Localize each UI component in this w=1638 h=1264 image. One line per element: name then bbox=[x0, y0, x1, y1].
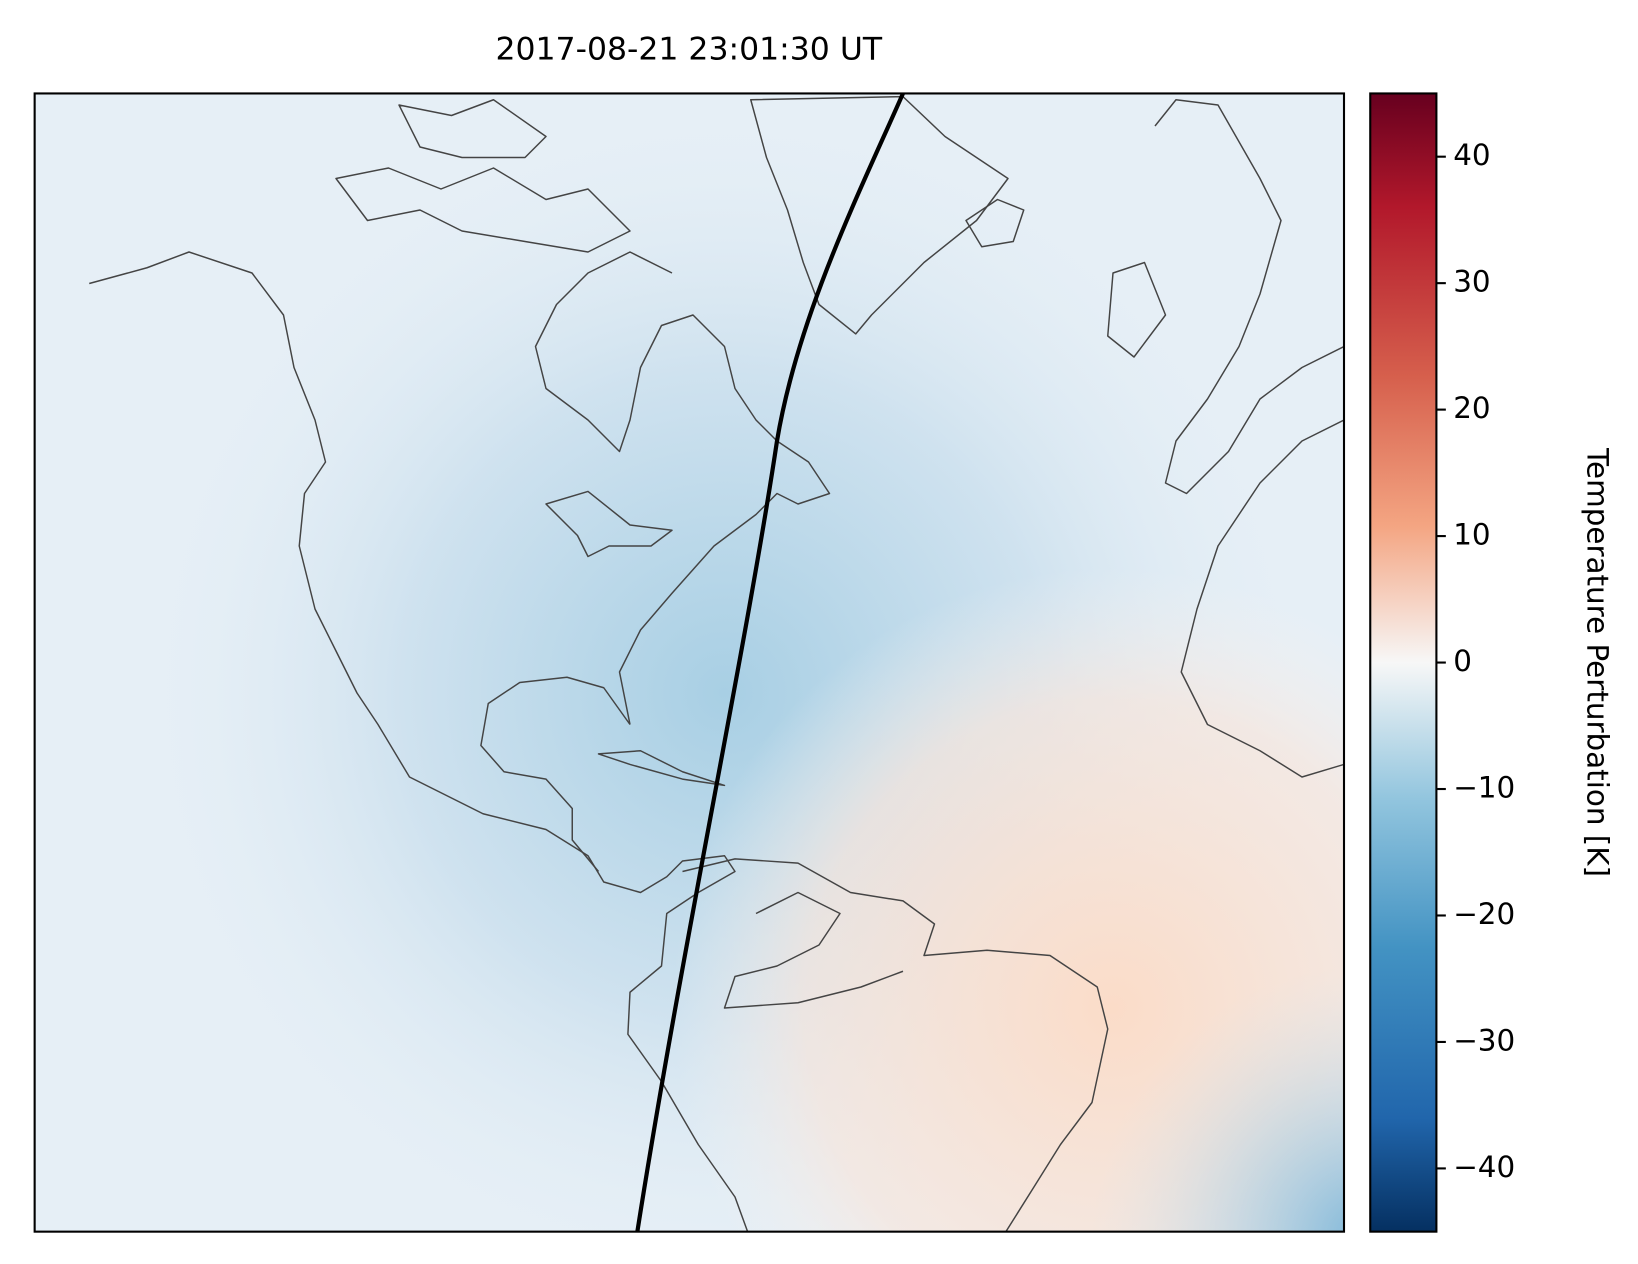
coastline-south-america bbox=[682, 858, 1109, 1232]
coastline-arctic bbox=[335, 99, 631, 253]
coastline-north-america bbox=[89, 251, 749, 1232]
colorbar-tick-label: −40 bbox=[1453, 1150, 1515, 1184]
coastline-cuba bbox=[597, 750, 726, 787]
colorbar-tick-label: −30 bbox=[1453, 1023, 1515, 1057]
colorbar bbox=[1369, 92, 1438, 1233]
colorbar-tick-label: −10 bbox=[1453, 771, 1515, 805]
coastline-east bbox=[534, 251, 831, 725]
terminator-line bbox=[635, 93, 905, 1232]
map-area bbox=[34, 93, 1344, 1232]
colorbar-tick-label: 0 bbox=[1453, 644, 1472, 678]
coastline-venezuela bbox=[723, 891, 904, 1009]
colorbar-tick-label: 40 bbox=[1453, 138, 1490, 172]
coastline-europe bbox=[1107, 99, 1344, 495]
colorbar-tick-label: 10 bbox=[1453, 518, 1490, 552]
colorbar-tick-label: 30 bbox=[1453, 265, 1490, 299]
coastline-gulf bbox=[480, 676, 631, 872]
colorbar-label: Temperature Perturbation [K] bbox=[1581, 447, 1615, 877]
coastline-greenland bbox=[750, 95, 1009, 335]
colorbar-tick-label: −20 bbox=[1453, 897, 1515, 931]
coastline-iceland bbox=[965, 198, 1025, 248]
coastline-great-lakes bbox=[545, 490, 673, 558]
field-cold-corner bbox=[34, 93, 1344, 1232]
map-frame bbox=[33, 92, 1346, 1233]
colorbar-tick-label: 20 bbox=[1453, 391, 1490, 425]
chart-title: 2017-08-21 23:01:30 UT bbox=[495, 31, 882, 67]
coastline-africa bbox=[1180, 419, 1344, 778]
